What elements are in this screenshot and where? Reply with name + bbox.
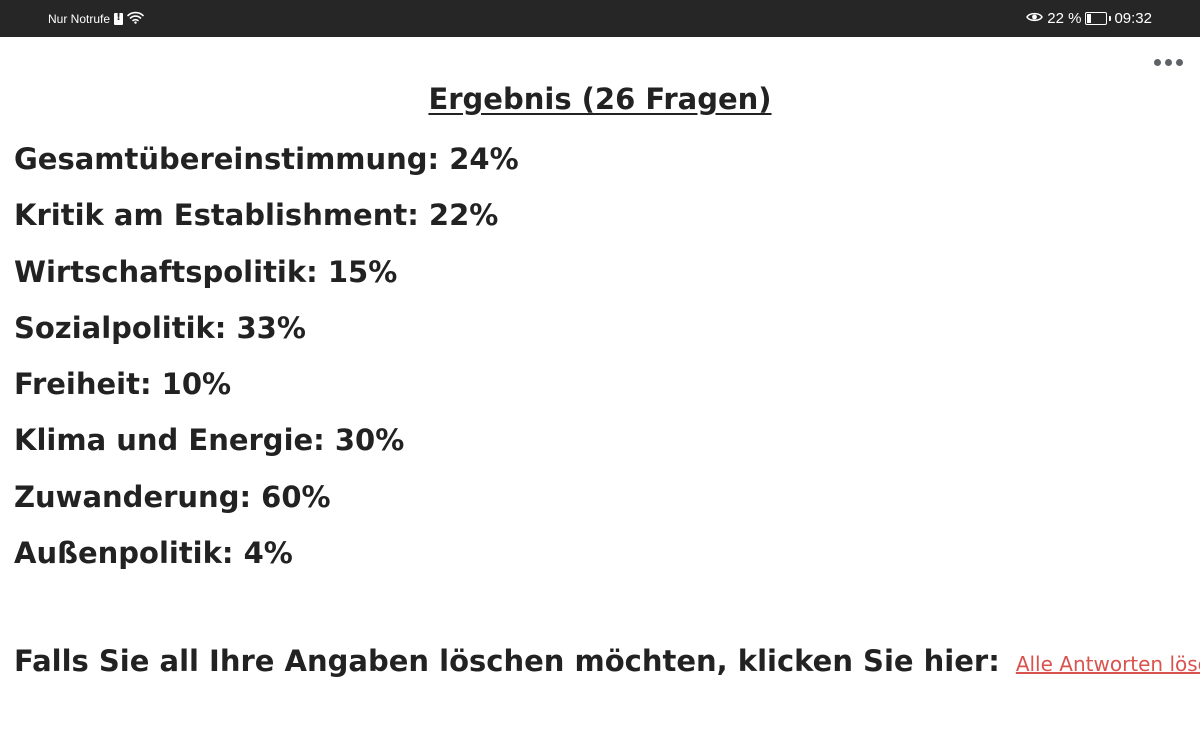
delete-section: Falls Sie all Ihre Angaben löschen möcht… xyxy=(14,644,1200,678)
carrier-text: Nur Notrufe xyxy=(48,11,111,26)
delete-all-answers-link[interactable]: Alle Antworten löschen xyxy=(1015,652,1200,676)
more-dot xyxy=(1153,58,1161,66)
more-options-icon[interactable] xyxy=(1148,52,1188,72)
result-item: Gesamtübereinstimmung: 24% xyxy=(14,142,519,176)
more-dot xyxy=(1175,58,1183,66)
page-title: Ergebnis (26 Fragen) xyxy=(428,82,772,116)
status-bar: Nur Notrufe 22 % 09:32 xyxy=(0,0,1200,37)
result-item: Wirtschaftspolitik: 15% xyxy=(14,254,398,289)
battery-fill xyxy=(1087,14,1092,23)
battery-percent: 22 % xyxy=(1047,10,1082,27)
clock: 09:32 xyxy=(1114,10,1152,27)
eye-icon xyxy=(1026,10,1044,27)
sim-alert-icon xyxy=(114,12,124,25)
result-item: Freiheit: 10% xyxy=(14,367,232,402)
result-item: Außenpolitik: 4% xyxy=(14,536,293,571)
status-right: 22 % 09:32 xyxy=(1026,0,1152,37)
result-item: Kritik am Establishment: 22% xyxy=(14,198,499,233)
results-list: Gesamtübereinstimmung: 24% Kritik am Est… xyxy=(14,138,519,588)
wifi-icon xyxy=(127,11,144,27)
result-item: Klima und Energie: 30% xyxy=(14,423,405,458)
delete-prompt: Falls Sie all Ihre Angaben löschen möcht… xyxy=(14,644,1000,678)
battery-icon xyxy=(1085,12,1112,25)
more-dot xyxy=(1164,58,1172,66)
result-item: Zuwanderung: 60% xyxy=(14,479,331,514)
status-left: Nur Notrufe xyxy=(48,0,144,37)
result-item: Sozialpolitik: 33% xyxy=(14,310,306,345)
